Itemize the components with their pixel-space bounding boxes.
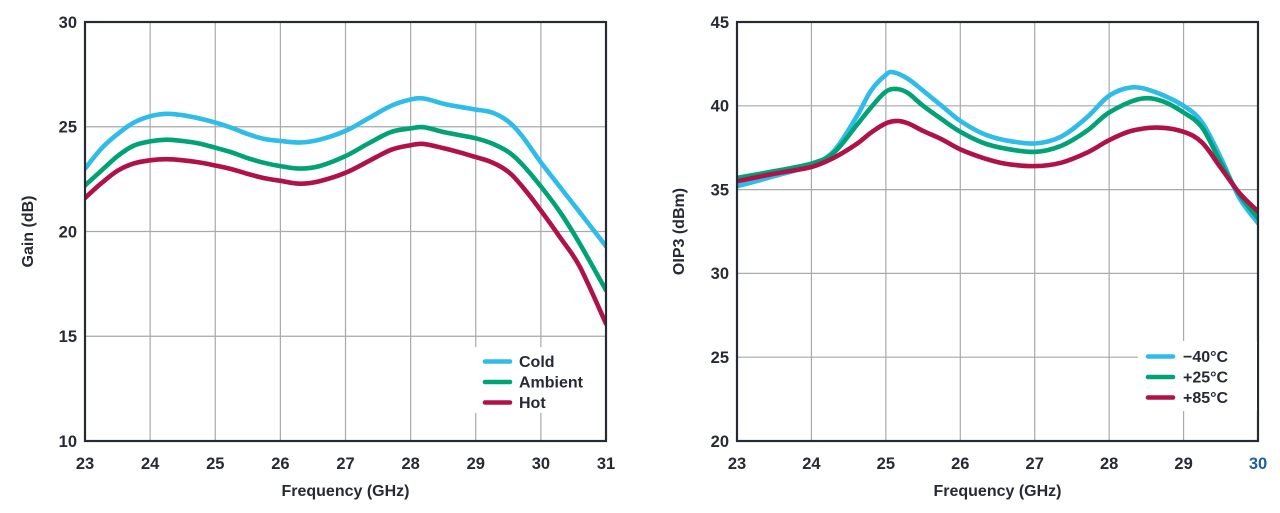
x-tick-label: 25 <box>206 455 224 473</box>
plot-frame <box>735 20 1260 443</box>
series-curve-gain-1 <box>84 124 607 293</box>
x-tick-label: 30 <box>1249 455 1267 473</box>
y-tick-label: 35 <box>711 181 729 199</box>
plot-frame <box>83 20 608 443</box>
y-tick-label: 15 <box>59 328 77 346</box>
y-axis-title: Gain (dB) <box>20 196 37 268</box>
y-tick-label: 20 <box>711 433 729 451</box>
legend-label: +25°C <box>1183 370 1229 387</box>
series-curve-gain-0 <box>84 95 607 249</box>
series-curve-oip3-0 <box>736 69 1259 226</box>
y-axis-title: OIP3 (dBm) <box>671 188 688 275</box>
x-tick-label: 28 <box>1100 455 1118 473</box>
series-curve-oip3-1 <box>736 86 1259 221</box>
x-tick-label: 28 <box>401 455 419 473</box>
legend-label: Hot <box>519 395 546 412</box>
x-tick-label: 23 <box>728 455 746 473</box>
x-tick-label: 25 <box>877 455 895 473</box>
x-tick-label: 26 <box>271 455 289 473</box>
x-tick-label: 31 <box>597 455 615 473</box>
y-tick-label: 25 <box>711 349 729 367</box>
gain-chart: 23 24 25 26 27 28 29 30 31 10 15 20 25 30 Frequency (G… <box>20 14 615 500</box>
y-tick-label: 10 <box>59 433 77 451</box>
x-axis-title: Frequency (GHz) <box>933 483 1061 500</box>
x-tick-label: 24 <box>802 455 821 473</box>
legend: −40°C +25°C +85°C <box>1138 341 1257 411</box>
x-tick-label: 29 <box>467 455 485 473</box>
x-tick-label: 27 <box>336 455 354 473</box>
y-tick-label: 30 <box>59 14 77 32</box>
gain-chart-panel: 23 24 25 26 27 28 29 30 31 10 15 20 25 30 Frequency (G… <box>20 14 615 500</box>
legend: Cold Ambient Hot <box>473 347 604 413</box>
legend-label: Ambient <box>519 375 584 392</box>
oip3-chart: 23 24 25 26 27 28 29 30 20 25 30 35 40 45 Frequency (G… <box>671 14 1267 500</box>
x-tick-label: 26 <box>951 455 969 473</box>
x-tick-label: 24 <box>141 455 160 473</box>
series-curve-gain-2 <box>84 141 607 326</box>
x-axis-title: Frequency (GHz) <box>281 483 409 500</box>
y-tick-label: 30 <box>711 265 729 283</box>
y-tick-label: 20 <box>59 223 77 241</box>
x-tick-label: 23 <box>76 455 94 473</box>
legend-label: −40°C <box>1183 349 1229 366</box>
legend-label: +85°C <box>1183 390 1229 407</box>
y-tick-label: 25 <box>59 119 77 137</box>
y-tick-label: 45 <box>711 14 729 32</box>
oip3-chart-panel: 23 24 25 26 27 28 29 30 20 25 30 35 40 45 Frequency (G… <box>640 0 1280 513</box>
x-tick-label: 29 <box>1174 455 1192 473</box>
y-tick-label: 40 <box>711 98 729 116</box>
x-tick-label: 30 <box>532 455 550 473</box>
x-tick-label: 27 <box>1026 455 1044 473</box>
series-curve-oip3-2 <box>736 118 1259 214</box>
legend-label: Cold <box>519 354 555 371</box>
